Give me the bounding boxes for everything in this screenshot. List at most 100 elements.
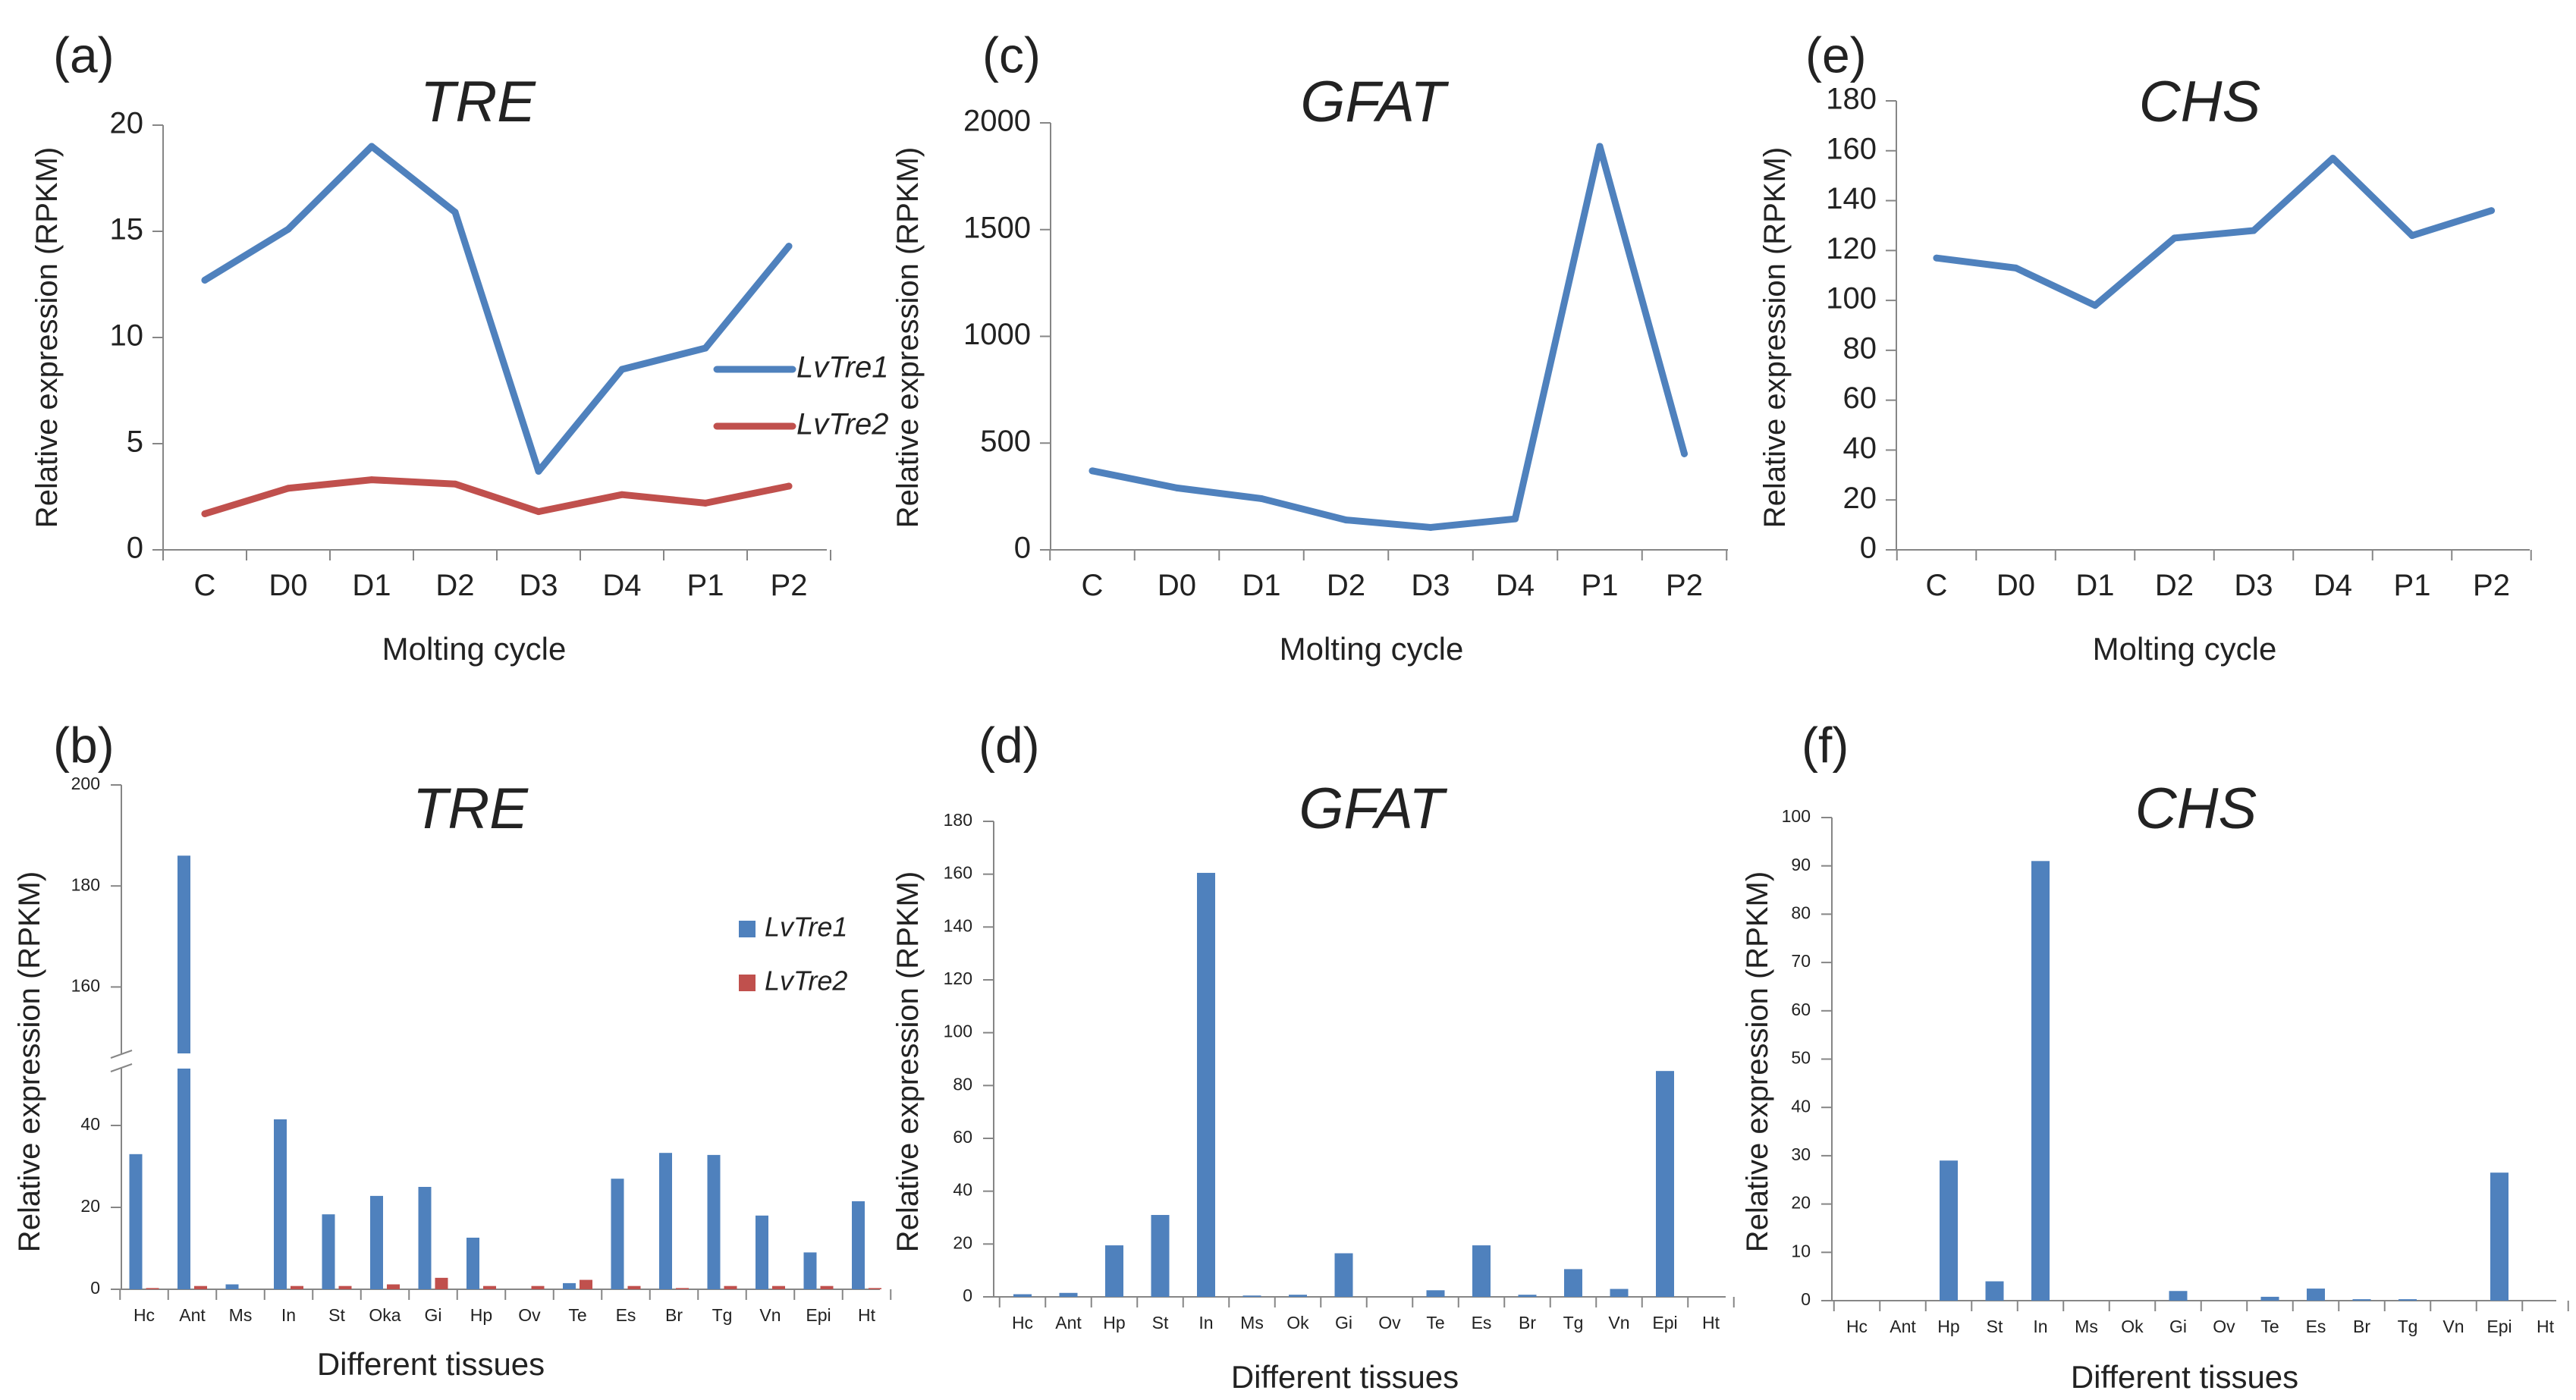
y-tick-label: 20 <box>1843 482 1877 515</box>
panel-label: (f) <box>1802 717 1849 773</box>
data-point-CHS <box>2091 302 2099 309</box>
x-tick-label: Ht <box>2537 1317 2555 1336</box>
legend-swatch-LvTre2 <box>739 975 756 991</box>
legend-swatch-LvTre1 <box>739 921 756 937</box>
y-tick-label: 80 <box>953 1074 972 1094</box>
x-tick-label: D2 <box>1327 569 1365 602</box>
data-point-GFAT <box>1512 515 1519 523</box>
legend-label-LvTre1: LvTre1 <box>765 912 847 943</box>
x-tick-label: Hc <box>1012 1313 1033 1333</box>
x-tick-label: Ms <box>1240 1313 1264 1333</box>
bar-LvTre2 <box>338 1285 352 1289</box>
x-tick-label: C <box>194 569 216 602</box>
bar-LvTre2 <box>869 1288 881 1289</box>
x-tick-label: Es <box>2306 1317 2326 1336</box>
x-axis-label: Molting cycle <box>1280 631 1464 667</box>
y-tick-label: 160 <box>944 863 972 883</box>
data-point-LvTre1 <box>284 225 292 233</box>
bar-LvTre2 <box>676 1288 689 1289</box>
data-point-LvTre2 <box>451 480 459 488</box>
bar-CHS <box>2490 1172 2508 1301</box>
bar-LvTre1 <box>177 855 190 1289</box>
x-tick-label: D4 <box>2314 569 2352 602</box>
x-tick-label: P2 <box>1666 569 1703 602</box>
axis-break-gap <box>112 1053 130 1069</box>
x-tick-label: D2 <box>435 569 474 602</box>
y-tick-label: 70 <box>1791 951 1811 971</box>
y-tick-label: 160 <box>71 975 100 995</box>
y-tick-label: 0 <box>1860 532 1877 565</box>
bar-LvTre2 <box>724 1285 737 1289</box>
series-line-GFAT <box>1089 143 1688 531</box>
bar-GFAT <box>1105 1245 1123 1297</box>
bar-LvTre1 <box>467 1237 479 1289</box>
x-tick-label: Es <box>616 1305 636 1325</box>
x-tick-label: Vn <box>2442 1317 2464 1336</box>
data-point-LvTre1 <box>702 344 709 352</box>
x-tick-label: Ht <box>1702 1313 1720 1333</box>
x-tick-label: Gi <box>1335 1313 1352 1333</box>
data-point-CHS <box>2012 264 2019 272</box>
y-axis-label: Relative expression (RPKM) <box>1741 871 1774 1252</box>
series-line-CHS <box>1933 155 2495 309</box>
y-axis-label: Relative expression (RPKM) <box>1758 147 1792 528</box>
bar-CHS <box>2260 1296 2279 1301</box>
x-tick-label: St <box>1152 1313 1169 1333</box>
data-point-LvTre2 <box>702 499 709 507</box>
x-tick-label: D0 <box>1996 569 2035 602</box>
data-point-CHS <box>2488 207 2495 215</box>
bar-CHS <box>2169 1291 2188 1301</box>
x-tick-label: Ok <box>1286 1313 1309 1333</box>
y-tick-label: 40 <box>1791 1096 1811 1116</box>
bar-GFAT <box>1013 1294 1032 1297</box>
y-tick-label: 200 <box>71 774 100 793</box>
data-point-LvTre2 <box>201 510 209 517</box>
axis-break-mark <box>110 1063 133 1072</box>
x-tick-label: Ant <box>1890 1317 1916 1336</box>
bar-GFAT <box>1289 1295 1307 1297</box>
bar-CHS <box>1940 1160 1958 1301</box>
x-tick-label: Te <box>2260 1317 2279 1336</box>
x-tick-label: Oka <box>369 1305 401 1325</box>
x-tick-label: Ms <box>2075 1317 2098 1336</box>
bar-LvTre2 <box>580 1279 592 1289</box>
y-tick-label: 15 <box>110 213 144 246</box>
y-tick-label: 5 <box>127 425 143 459</box>
chart-title: CHS <box>2139 70 2260 134</box>
bar-LvTre2 <box>291 1285 303 1289</box>
bar-LvTre2 <box>435 1277 448 1289</box>
x-tick-label: Br <box>1519 1313 1536 1333</box>
x-tick-label: Gi <box>425 1305 442 1325</box>
y-tick-label: 40 <box>1843 432 1877 465</box>
x-tick-label: St <box>328 1305 345 1325</box>
bar-LvTre2 <box>531 1285 545 1289</box>
bar-GFAT <box>1610 1289 1629 1297</box>
series-line-LvTre2 <box>201 476 793 517</box>
panel-label: (a) <box>53 27 115 83</box>
data-point-GFAT <box>1596 143 1604 150</box>
data-point-LvTre2 <box>368 476 375 484</box>
x-tick-label: In <box>2033 1317 2047 1336</box>
y-tick-label: 40 <box>80 1114 100 1134</box>
bar-LvTre2 <box>194 1285 207 1289</box>
bar-GFAT <box>1242 1295 1261 1297</box>
x-tick-label: P1 <box>1582 569 1619 602</box>
data-point-LvTre1 <box>535 467 542 475</box>
bar-CHS <box>2352 1299 2371 1301</box>
bar-GFAT <box>1564 1269 1582 1297</box>
bar-LvTre2 <box>483 1285 496 1289</box>
data-point-CHS <box>2171 234 2178 242</box>
bar-CHS <box>2307 1289 2325 1301</box>
bar-LvTre1 <box>129 1154 143 1289</box>
x-tick-label: D3 <box>1411 569 1450 602</box>
x-tick-label: D1 <box>352 569 391 602</box>
bar-LvTre1 <box>659 1153 672 1289</box>
y-tick-label: 120 <box>1826 232 1877 265</box>
chart-title: TRE <box>413 777 529 841</box>
y-tick-label: 10 <box>110 319 144 353</box>
x-tick-label: In <box>281 1305 296 1325</box>
legend-label-LvTre2: LvTre2 <box>765 965 847 997</box>
legend-label-LvTre2: LvTre2 <box>796 408 889 441</box>
x-tick-label: C <box>1082 569 1104 602</box>
x-tick-label: Ov <box>2213 1317 2235 1336</box>
